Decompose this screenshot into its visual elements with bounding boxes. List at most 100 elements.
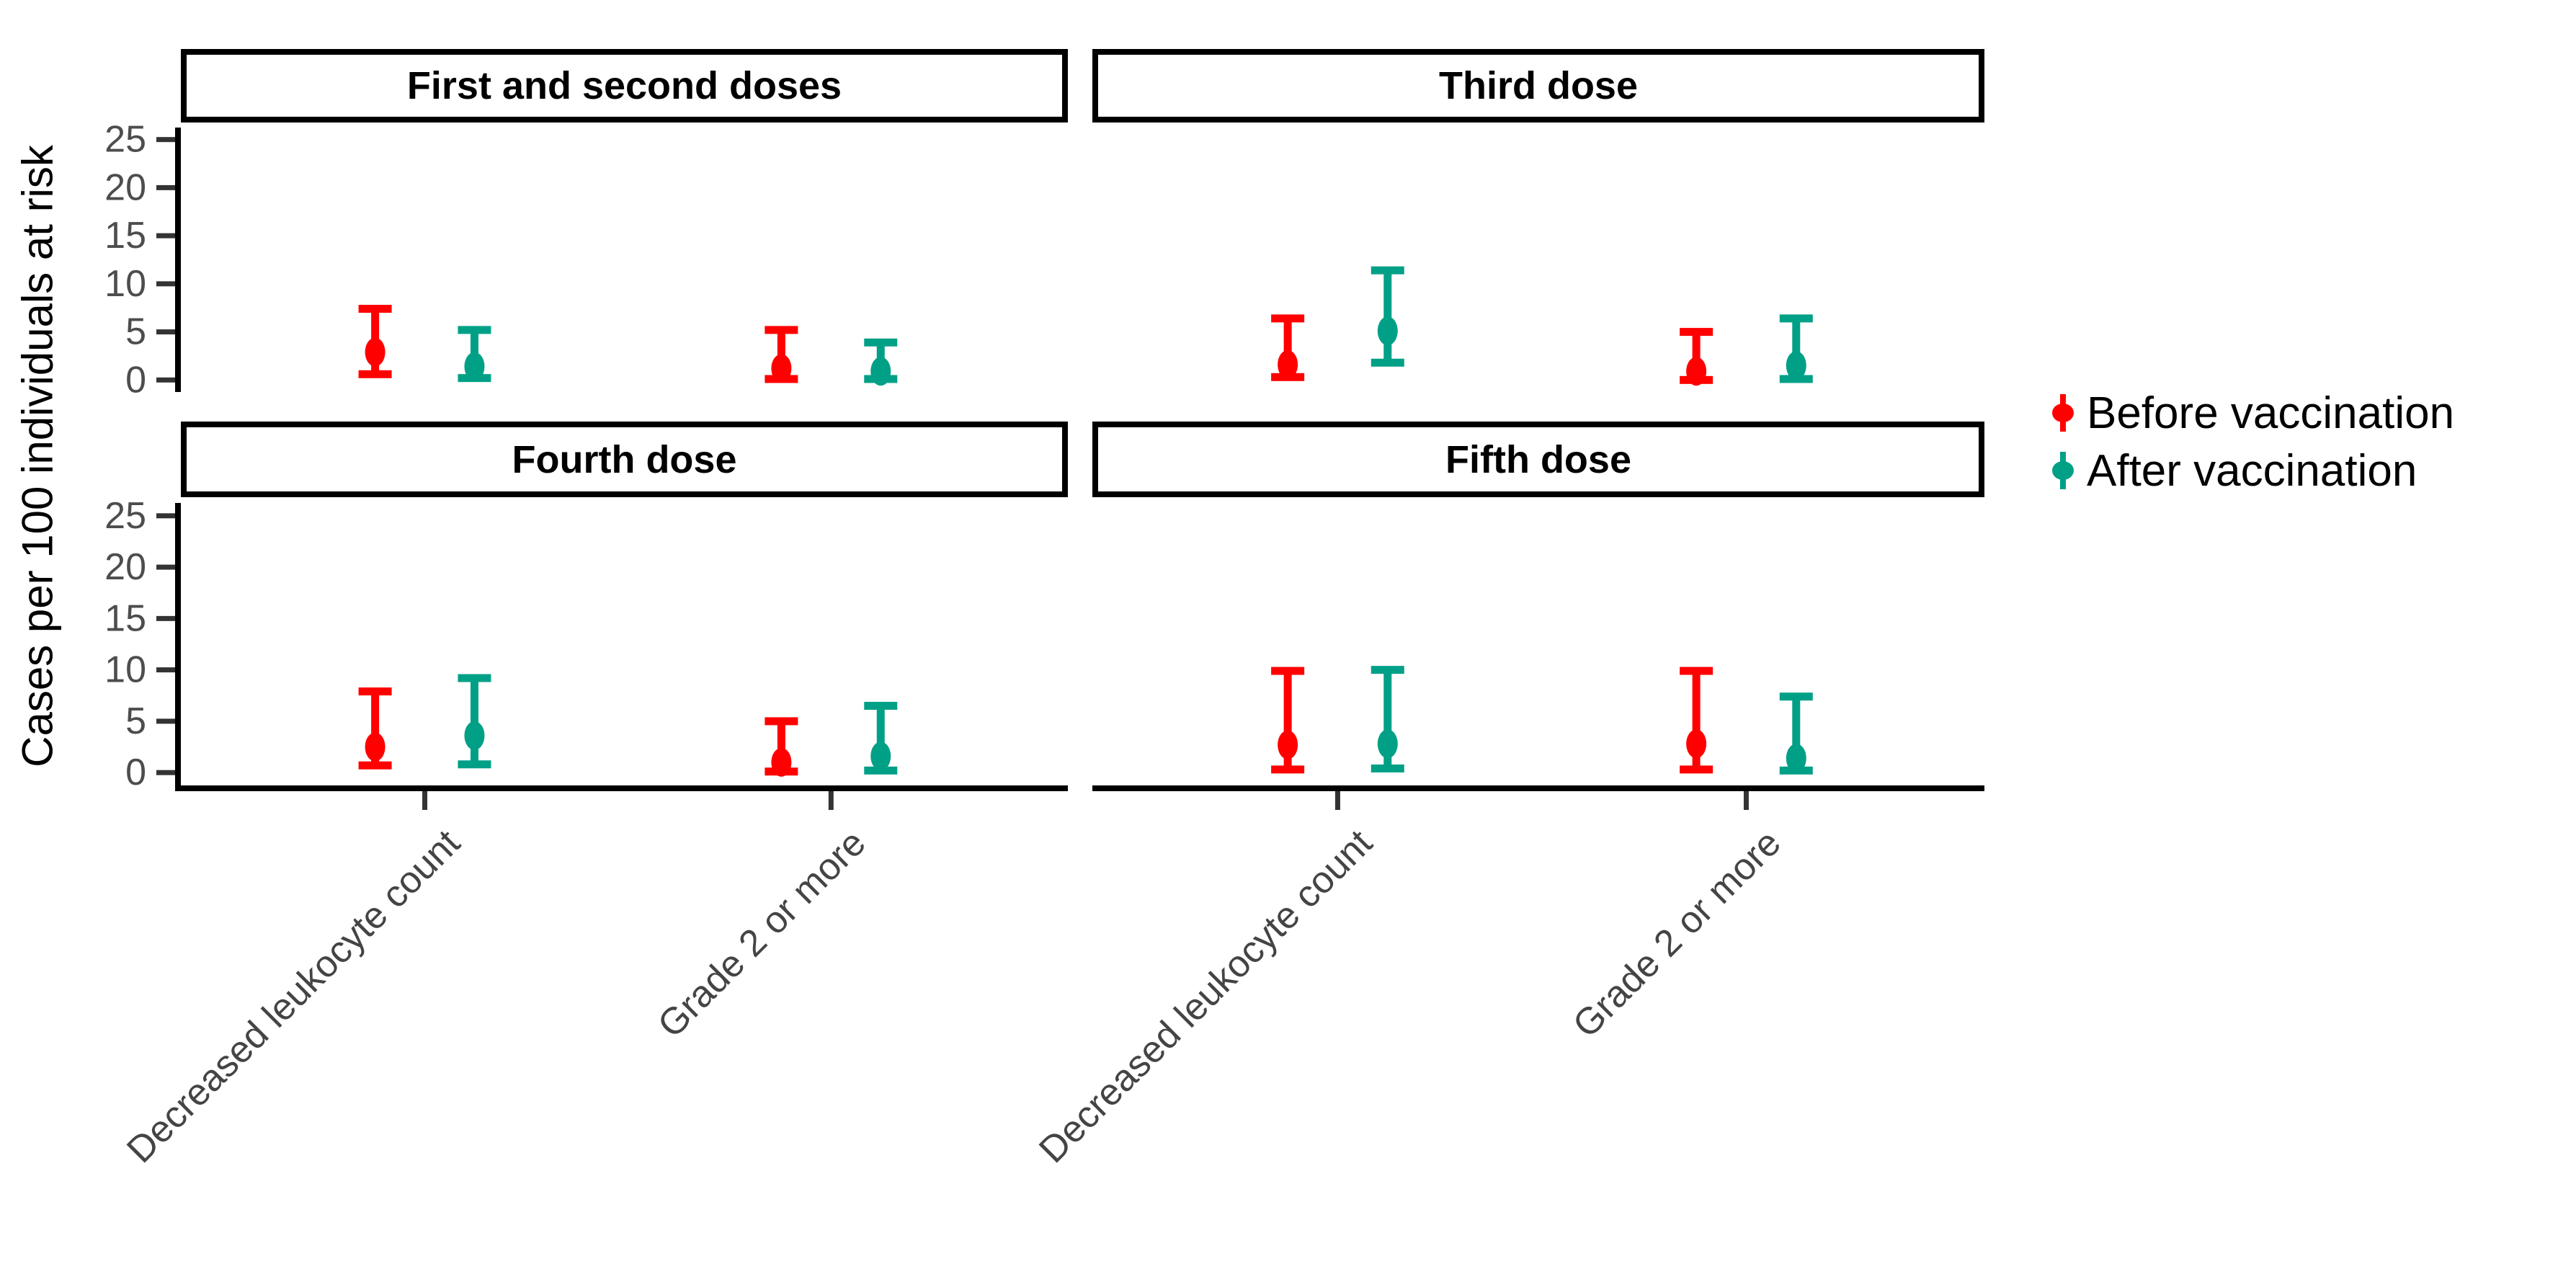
pointrange-after-bar [1792,696,1801,771]
x-tick-mark [1743,791,1749,810]
pointrange-before-cap-bottom [358,370,392,378]
pointrange-after-cap-top [458,326,491,334]
pointrange-before-point [1278,730,1298,759]
pointrange-after-cap-top [1779,692,1813,701]
y-tick-mark [156,281,175,287]
pointrange-after-point [1786,351,1806,380]
pointrange-after-point [1377,316,1398,346]
y-tick-label: 5 [125,311,146,353]
pointrange-after-point [464,721,485,750]
y-tick-mark [156,770,175,775]
legend-label: Before vaccination [2087,388,2455,438]
pointrange-before-bar [1283,318,1292,378]
pointrange-after-cap-bottom [1371,358,1404,367]
legend-item-before-vaccination: Before vaccination [2051,388,2454,438]
y-tick-mark [156,137,175,143]
y-tick-mark [156,564,175,570]
pointrange-after-bar [1383,669,1392,769]
y-tick-mark [156,377,175,383]
facet-strip-fifth-dose: Fifth dose [1092,422,1984,497]
pointrange-before-point [365,337,385,367]
x-tick-mark [828,791,834,810]
legend-label: After vaccination [2087,445,2417,496]
pointrange-before-cap-bottom [1271,765,1305,774]
y-axis-spine [175,503,181,791]
legend-item-after-vaccination: After vaccination [2051,445,2454,496]
pointrange-key-icon [2052,394,2074,432]
pointrange-after-cap-top [1371,266,1404,275]
pointrange-before-bar [1283,671,1292,770]
pointrange-after-point [870,357,891,386]
y-tick-label: 0 [125,752,146,793]
pointrange-before-cap-bottom [1680,765,1713,774]
y-axis-spine [175,128,181,392]
y-tick-label: 15 [104,215,146,257]
pointrange-before-cap-top [1271,667,1305,675]
pointrange-before-point [1686,729,1707,759]
pointrange-after-bar [1792,318,1801,379]
pointrange-before-point [771,354,792,383]
pointrange-before-point [1686,357,1707,386]
y-axis-title: Cases per 100 individuals at risk [13,145,62,767]
y-tick-mark [156,615,175,621]
pointrange-after-point [464,352,485,381]
pointrange-after-bar [1383,270,1392,363]
facet-strip-first-second-doses: First and second doses [181,49,1068,122]
pointrange-before-cap-top [1680,667,1713,675]
y-tick-mark [156,718,175,724]
y-tick-label: 15 [104,597,146,639]
pointrange-key-icon [2052,452,2074,489]
facet-title: Fourth dose [512,437,737,481]
pointrange-before-point [771,747,792,777]
facet-title: Fifth dose [1445,437,1631,481]
facet-title: First and second doses [406,64,842,107]
pointrange-after-point [1377,729,1398,759]
y-tick-label: 10 [104,263,146,305]
pointrange-before-cap-top [765,717,798,726]
y-tick-label: 20 [104,546,146,588]
pointrange-before-bar [777,721,785,772]
pointrange-before-cap-top [1271,314,1305,323]
y-tick-mark [156,329,175,335]
pointrange-before-cap-top [358,305,392,313]
facet-strip-third-dose: Third dose [1092,49,1984,122]
pointrange-before-bar [371,691,380,766]
y-tick-label: 25 [104,119,146,161]
y-tick-mark [156,184,175,190]
pointrange-before-point [1278,349,1298,379]
pointrange-before-cap-top [1680,328,1713,337]
pointrange-before-cap-bottom [358,761,392,770]
pointrange-before-bar [1692,331,1701,380]
legend: Before vaccination After vaccination [2051,388,2454,496]
pointrange-after-cap-bottom [1371,764,1404,772]
pointrange-after-cap-top [1779,314,1813,323]
x-axis-spine [1092,785,1984,791]
y-tick-mark [156,233,175,239]
facet-title: Third dose [1438,64,1638,107]
y-tick-label: 20 [104,166,146,208]
x-tick-mark [1334,791,1340,810]
y-tick-label: 0 [125,359,146,401]
pointrange-after-point [870,741,891,771]
pointrange-after-cap-top [864,702,898,710]
pointrange-after-cap-top [1371,666,1404,674]
y-tick-label: 5 [125,700,146,742]
y-tick-mark [156,667,175,673]
pointrange-after-cap-top [458,674,491,682]
facet-strip-fourth-dose: Fourth dose [181,422,1068,497]
pointrange-before-cap-top [358,687,392,696]
pointrange-before-bar [1692,671,1701,770]
pointrange-after-bar [876,705,885,771]
pointrange-after-point [1786,744,1806,773]
x-axis-spine [175,785,1068,791]
y-tick-label: 25 [104,495,146,537]
y-tick-label: 10 [104,649,146,691]
pointrange-before-point [365,732,385,762]
pointrange-before-cap-top [765,326,798,334]
x-tick-mark [422,791,428,810]
pointrange-after-cap-bottom [458,760,491,769]
y-tick-mark [156,513,175,519]
pointrange-after-cap-top [864,338,898,347]
